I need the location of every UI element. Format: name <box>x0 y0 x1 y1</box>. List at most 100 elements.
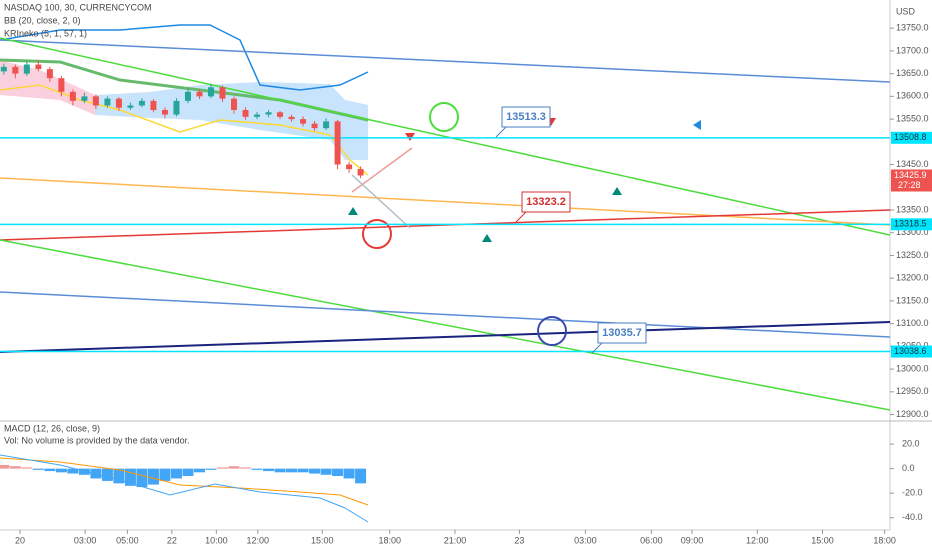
trend-line <box>0 239 891 411</box>
x-tick-label: 22 <box>167 535 177 545</box>
candle-body <box>0 66 7 72</box>
y-tick-label: 13100.0 <box>896 318 929 328</box>
x-tick-label: 10:00 <box>205 535 228 545</box>
macd-title: MACD (12, 26, close, 9) <box>4 423 100 433</box>
face-icon <box>429 102 459 132</box>
macd-y-tick-label: -40.0 <box>902 512 923 522</box>
macd-histogram-bar <box>55 468 67 473</box>
macd-histogram-bar <box>320 468 332 475</box>
macd-histogram-bar <box>240 467 252 469</box>
currency-label: USD <box>896 6 916 16</box>
left-arrow-icon <box>693 120 701 130</box>
x-tick-label: 12:00 <box>746 535 769 545</box>
macd-y-tick-label: 0.0 <box>902 463 915 473</box>
countdown-label: 27:28 <box>898 180 921 190</box>
bb-upper <box>0 24 369 91</box>
price-level-badge <box>891 345 932 358</box>
x-tick-label: 05:00 <box>116 535 139 545</box>
y-tick-label: 13700.0 <box>896 45 929 55</box>
price-level-badge <box>891 218 932 231</box>
macd-histogram-bar <box>193 468 205 473</box>
candle-body <box>127 105 134 108</box>
price-level-label: 13038.6 <box>894 346 927 356</box>
candle-body <box>104 98 111 106</box>
y-tick-label: 12900.0 <box>896 409 929 419</box>
macd-histogram-bar <box>217 467 228 469</box>
candle-body <box>334 121 341 165</box>
candle-body <box>207 87 214 97</box>
candle-body <box>254 114 261 117</box>
face-icon <box>362 219 392 249</box>
macd-y-tick-label: 20.0 <box>902 438 920 448</box>
chart-title: NASDAQ 100, 30, CURRENCYCOM <box>4 2 152 12</box>
macd-histogram-bar <box>67 468 79 474</box>
trend-line <box>0 291 891 338</box>
macd-signal-line <box>0 457 369 506</box>
candle-body <box>346 164 353 170</box>
macd-histogram-bar <box>0 464 10 469</box>
macd-histogram-bar <box>170 468 182 479</box>
candle-body <box>12 66 19 74</box>
macd-histogram-bar <box>355 468 367 484</box>
callout-pointer <box>515 211 527 223</box>
trend-line <box>0 37 891 236</box>
candle-body <box>288 116 295 120</box>
candle-body <box>323 121 330 129</box>
macd-histogram-bar <box>309 468 321 474</box>
macd-histogram-bar <box>251 468 263 470</box>
callout-box <box>521 191 571 213</box>
callout-label: 13513.3 <box>506 111 546 123</box>
trend-line <box>0 177 891 226</box>
macd-histogram-bar <box>332 468 344 476</box>
y-tick-label: 13000.0 <box>896 363 929 373</box>
indicator-label: KRIneko (5, 1, 57, 1) <box>4 28 87 38</box>
macd-histogram-bar <box>274 468 286 473</box>
x-tick-label: 15:00 <box>811 535 834 545</box>
macd-y-tick-label: -20.0 <box>902 488 923 498</box>
face-icon <box>537 316 567 346</box>
macd-histogram-bar <box>124 468 136 486</box>
x-tick-label: 15:00 <box>311 535 334 545</box>
macd-histogram-bar <box>343 468 355 479</box>
candle-body <box>184 91 191 101</box>
macd-histogram-bar <box>9 466 21 469</box>
y-tick-label: 13450.0 <box>896 159 929 169</box>
x-tick-label: 09:00 <box>681 535 704 545</box>
candle-body <box>46 69 53 79</box>
last-price-badge <box>891 169 932 192</box>
macd-histogram-bar <box>32 468 44 470</box>
candle-body <box>242 110 249 117</box>
x-tick-label: 03:00 <box>74 535 97 545</box>
y-tick-label: 13250.0 <box>896 250 929 260</box>
x-tick-label: 18:00 <box>378 535 401 545</box>
candle-body <box>92 96 99 106</box>
volume-note: Vol: No volume is provided by the data v… <box>4 435 190 445</box>
callout-box <box>597 322 647 344</box>
candle-body <box>81 96 88 101</box>
macd-histogram-bar <box>147 468 159 485</box>
callout-label: 13323.2 <box>526 196 566 208</box>
macd-line <box>0 454 369 523</box>
macd-histogram-bar <box>113 468 125 484</box>
y-tick-label: 12950.0 <box>896 386 929 396</box>
macd-histogram-bar <box>78 468 90 475</box>
candle-body <box>23 64 30 74</box>
price-level-label: 13508.8 <box>894 132 927 142</box>
macd-histogram-bar <box>136 468 148 488</box>
candle-body <box>196 91 203 97</box>
candle-body <box>161 110 168 115</box>
callout-pointer <box>591 342 603 354</box>
y-tick-label: 13300.0 <box>896 227 929 237</box>
candle-body <box>277 112 284 117</box>
macd-histogram-bar <box>205 468 217 470</box>
x-tick-label: 18:00 <box>873 535 896 545</box>
candle-body <box>265 112 272 115</box>
trend-line <box>0 321 891 353</box>
arrow <box>351 174 411 229</box>
trend-line <box>0 39 891 83</box>
x-tick-label: 20 <box>15 535 25 545</box>
candle-body <box>311 123 318 129</box>
x-tick-label: 23 <box>514 535 524 545</box>
indicator-label: BB (20, close, 2, 0) <box>4 15 81 25</box>
